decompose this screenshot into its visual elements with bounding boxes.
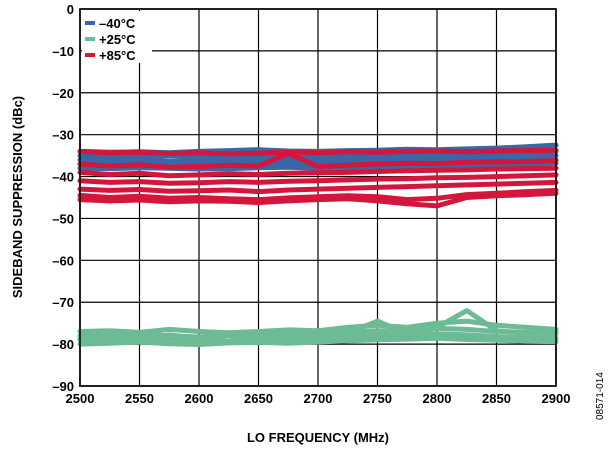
y-tick-labels: 0 –10 –20 –30 –40 –50 –60 –70 –80 –90 — [52, 2, 74, 394]
series-line — [77, 151, 559, 170]
series-line — [77, 153, 559, 164]
y-tick-label: –60 — [52, 253, 74, 268]
x-tick-label: 2600 — [185, 391, 214, 406]
y-tick-label: –30 — [52, 128, 74, 143]
y-axis-title: SIDEBAND SUPPRESSION (dBc) — [10, 96, 25, 298]
series-layer — [77, 142, 559, 347]
x-tick-label: 2650 — [244, 391, 273, 406]
x-tick-label: 2850 — [482, 391, 511, 406]
y-tick-label: –40 — [52, 170, 74, 185]
y-tick-label: 0 — [67, 2, 74, 17]
series-line — [77, 165, 559, 179]
y-tick-label: –90 — [52, 379, 74, 394]
series-25C — [77, 308, 559, 347]
x-tick-label: 2750 — [363, 391, 392, 406]
x-axis-title: LO FREQUENCY (MHz) — [247, 430, 389, 445]
x-tick-label: 2900 — [542, 391, 571, 406]
series-line — [77, 335, 559, 347]
legend-label: –40°C — [99, 16, 136, 31]
series-line — [77, 190, 559, 209]
y-tick-label: –50 — [52, 211, 74, 226]
legend-label: +85°C — [99, 48, 136, 63]
series-line — [77, 187, 559, 203]
y-tick-label: –20 — [52, 86, 74, 101]
x-tick-label: 2700 — [304, 391, 333, 406]
y-tick-label: –10 — [52, 44, 74, 59]
x-tick-label: 2500 — [66, 391, 95, 406]
series-line — [77, 318, 559, 336]
y-tick-label: –80 — [52, 337, 74, 352]
series-line — [77, 179, 559, 195]
x-tick-label: 2550 — [125, 391, 154, 406]
x-tick-labels: 2500 2550 2600 2650 2700 2750 2800 2850 2900 — [66, 391, 571, 406]
series-line — [77, 172, 559, 186]
x-tick-label: 2800 — [423, 391, 452, 406]
y-tick-label: –70 — [52, 295, 74, 310]
legend-label: +25°C — [99, 32, 136, 47]
series-85C — [77, 147, 559, 209]
plot-frame — [79, 8, 557, 387]
series-line — [77, 308, 559, 343]
figure-id: 08571-014 — [595, 372, 606, 420]
series-line — [77, 147, 559, 157]
legend: –40°C+25°C+85°C — [82, 11, 152, 63]
